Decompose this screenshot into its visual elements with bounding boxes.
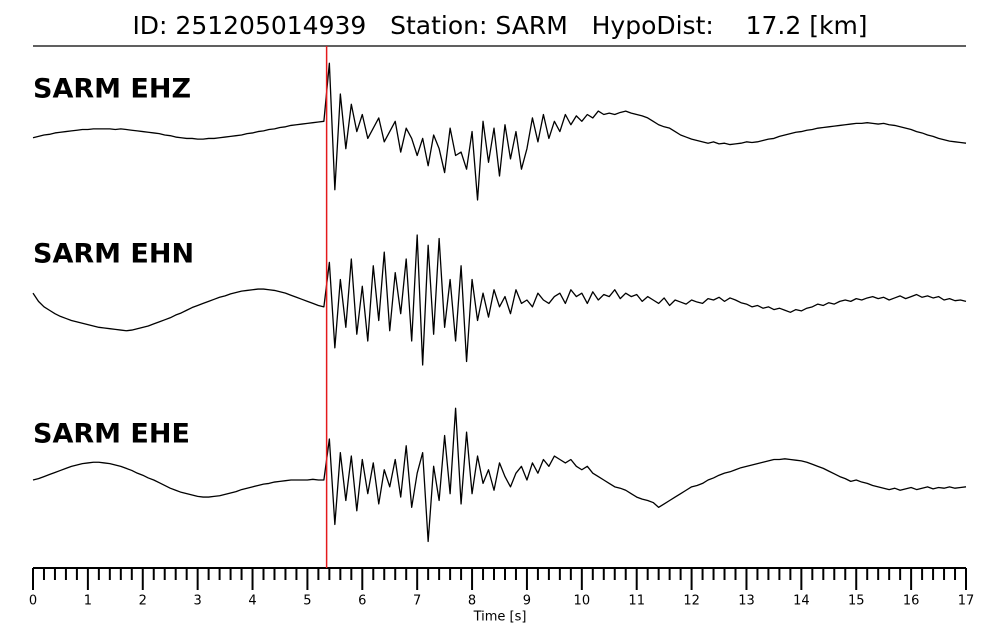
x-tick-label: 8 <box>468 594 476 609</box>
trace-label: SARM EHN <box>33 239 194 270</box>
trace-line <box>32 234 967 366</box>
x-tick-label: 13 <box>738 594 755 609</box>
trace-line <box>32 407 967 543</box>
chart-title: ID: 251205014939 Station: SARM HypoDist:… <box>132 11 867 40</box>
x-tick-label: 7 <box>413 594 421 609</box>
trace-line <box>32 62 967 201</box>
x-tick-label: 12 <box>683 594 700 609</box>
x-axis-label: Time [s] <box>473 610 527 625</box>
x-tick-label: 6 <box>358 594 366 609</box>
x-tick-label: 2 <box>139 594 147 609</box>
x-tick-label: 10 <box>574 594 591 609</box>
x-tick-label: 3 <box>194 594 202 609</box>
x-tick-label: 17 <box>958 594 975 609</box>
x-tick-label: 16 <box>903 594 920 609</box>
trace-label: SARM EHZ <box>33 74 191 105</box>
x-tick-label: 9 <box>523 594 531 609</box>
x-tick-label: 4 <box>248 594 256 609</box>
x-tick-label: 14 <box>793 594 810 609</box>
x-tick-label: 15 <box>848 594 865 609</box>
x-tick-label: 1 <box>84 594 92 609</box>
x-tick-label: 11 <box>628 594 645 609</box>
x-tick-label: 0 <box>29 594 37 609</box>
trace-label: SARM EHE <box>33 419 190 450</box>
x-tick-label: 5 <box>303 594 311 609</box>
